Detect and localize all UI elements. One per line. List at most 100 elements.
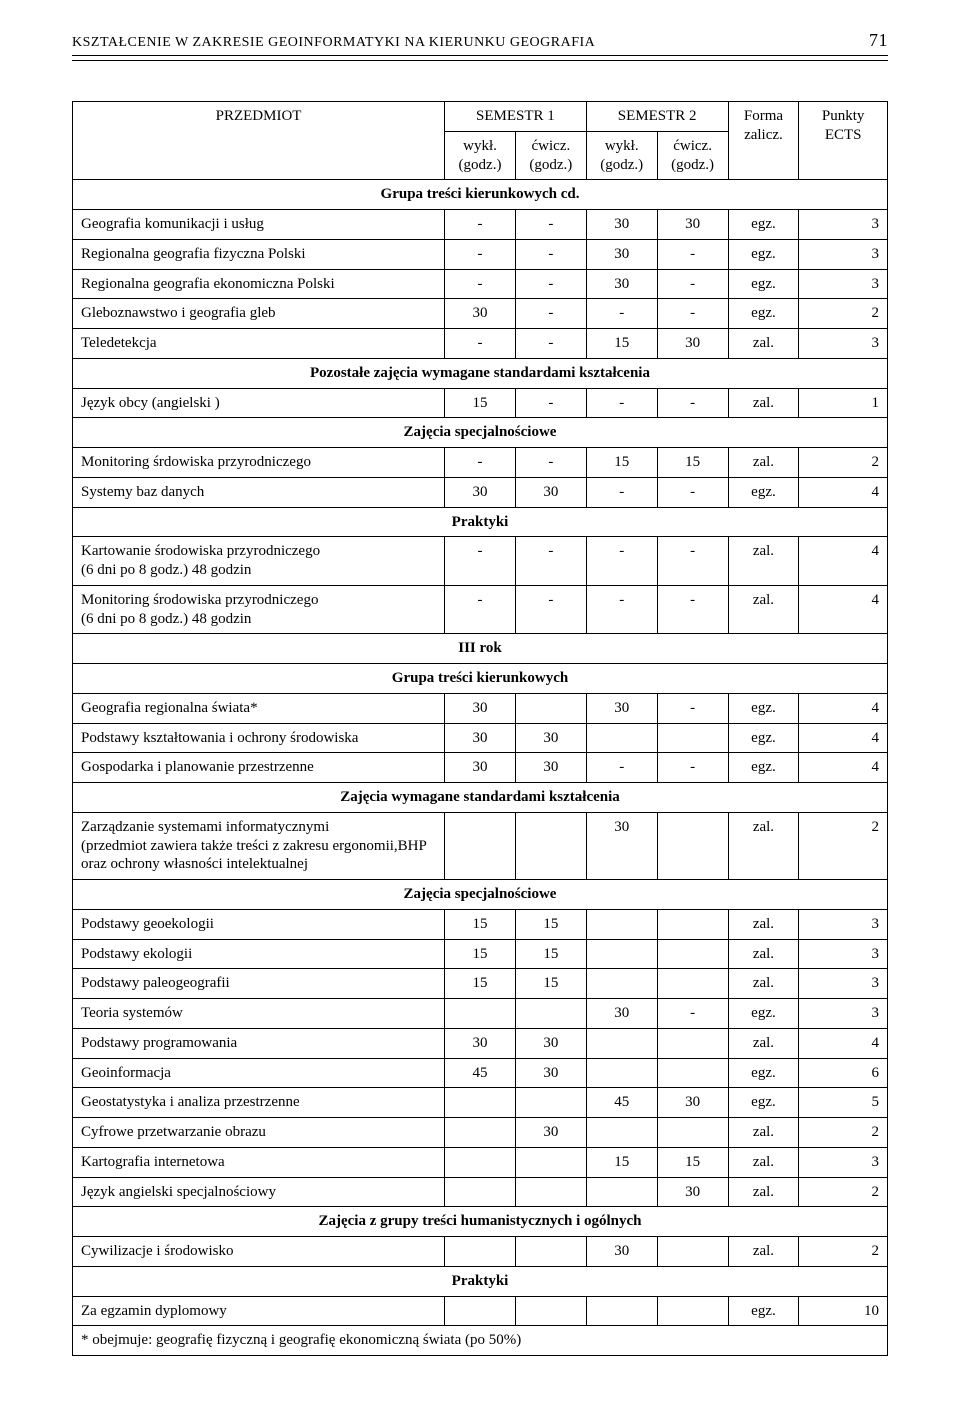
cell-ects: 4 (799, 1028, 888, 1058)
cell-s2c: - (657, 477, 728, 507)
cell-s2w (586, 969, 657, 999)
subject: Regionalna geografia fizyczna Polski (73, 239, 445, 269)
cell-s2w (586, 1118, 657, 1148)
cell-ects: 4 (799, 723, 888, 753)
cell-s1c: 30 (515, 1058, 586, 1088)
cell-s1w (445, 1237, 516, 1267)
cell-ects: 3 (799, 269, 888, 299)
cell-form: zal. (728, 1028, 799, 1058)
section-header: Grupa treści kierunkowych (73, 664, 888, 694)
cell-form: zal. (728, 1177, 799, 1207)
table-row: Teledetekcja--1530zal.3 (73, 329, 888, 359)
cell-s1w (445, 812, 516, 879)
cell-s2w: 30 (586, 269, 657, 299)
subject: Cywilizacje i środowisko (73, 1237, 445, 1267)
subject: Kartografia internetowa (73, 1147, 445, 1177)
cell-ects: 4 (799, 585, 888, 634)
cell-form: egz. (728, 269, 799, 299)
cell-s2w (586, 1177, 657, 1207)
cell-ects: 3 (799, 999, 888, 1029)
cell-ects: 2 (799, 1237, 888, 1267)
cell-s1c: 30 (515, 1118, 586, 1148)
table-row: Gleboznawstwo i geografia gleb30---egz.2 (73, 299, 888, 329)
subject: Podstawy ekologii (73, 939, 445, 969)
section-title: Zajęcia wymagane standardami kształcenia (73, 783, 888, 813)
cell-s2c (657, 723, 728, 753)
cell-s1c: 15 (515, 969, 586, 999)
table-row: Język angielski specjalnościowy30zal.2 (73, 1177, 888, 1207)
cell-s2c (657, 1237, 728, 1267)
subject: Podstawy programowania (73, 1028, 445, 1058)
section-title: Zajęcia specjalnościowe (73, 418, 888, 448)
cell-s2w: - (586, 299, 657, 329)
subject: Geoinformacja (73, 1058, 445, 1088)
subject: Za egzamin dyplomowy (73, 1296, 445, 1326)
col-s2-wyk: wykł. (godz.) (586, 131, 657, 180)
table-row: Podstawy programowania3030zal.4 (73, 1028, 888, 1058)
cell-form: egz. (728, 1088, 799, 1118)
cell-s2c: 15 (657, 448, 728, 478)
cell-s2w: 30 (586, 210, 657, 240)
section-title: III rok (73, 634, 888, 664)
cell-s1w (445, 1296, 516, 1326)
cell-form: egz. (728, 693, 799, 723)
cell-s1c: 30 (515, 1028, 586, 1058)
subject: Podstawy paleogeografii (73, 969, 445, 999)
cell-s2c: 30 (657, 329, 728, 359)
table-row: Kartowanie środowiska przyrodniczego (6 … (73, 537, 888, 586)
table-head: PRZEDMIOT SEMESTR 1 SEMESTR 2 Forma zali… (73, 102, 888, 180)
cell-ects: 10 (799, 1296, 888, 1326)
cell-s2w (586, 1296, 657, 1326)
cell-s1c (515, 1177, 586, 1207)
cell-s1c (515, 812, 586, 879)
cell-ects: 4 (799, 753, 888, 783)
cell-form: zal. (728, 448, 799, 478)
cell-s2c: - (657, 585, 728, 634)
section-title: Zajęcia specjalnościowe (73, 880, 888, 910)
section-title: Zajęcia z grupy treści humanistycznych i… (73, 1207, 888, 1237)
table-row: Teoria systemów30-egz.3 (73, 999, 888, 1029)
cell-s2w: 30 (586, 1237, 657, 1267)
subject: Język obcy (angielski ) (73, 388, 445, 418)
cell-form: zal. (728, 537, 799, 586)
cell-s2w: 30 (586, 812, 657, 879)
cell-s2c: - (657, 299, 728, 329)
cell-s2c: 30 (657, 1088, 728, 1118)
table-row: Podstawy geoekologii1515zal.3 (73, 909, 888, 939)
cell-s2c (657, 1028, 728, 1058)
section-header: Praktyki (73, 507, 888, 537)
cell-s1c: - (515, 537, 586, 586)
table-row: Język obcy (angielski )15---zal.1 (73, 388, 888, 418)
curriculum-table: PRZEDMIOT SEMESTR 1 SEMESTR 2 Forma zali… (72, 101, 888, 1356)
section-header: Zajęcia wymagane standardami kształcenia (73, 783, 888, 813)
cell-s2w: - (586, 477, 657, 507)
cell-form: egz. (728, 239, 799, 269)
cell-s2c: - (657, 388, 728, 418)
cell-form: zal. (728, 585, 799, 634)
cell-s2c: 30 (657, 210, 728, 240)
cell-s2w: 30 (586, 693, 657, 723)
cell-s1c: - (515, 329, 586, 359)
section-header: Praktyki (73, 1266, 888, 1296)
table-row: Kartografia internetowa1515zal.3 (73, 1147, 888, 1177)
table-row: Geografia regionalna świata*3030-egz.4 (73, 693, 888, 723)
cell-s1c: 15 (515, 939, 586, 969)
cell-s2c (657, 1058, 728, 1088)
cell-ects: 3 (799, 909, 888, 939)
table-row: Podstawy ekologii1515zal.3 (73, 939, 888, 969)
section-header: Zajęcia specjalnościowe (73, 880, 888, 910)
subject: Zarządzanie systemami informatycznymi (p… (73, 812, 445, 879)
cell-s2c: - (657, 753, 728, 783)
cell-ects: 4 (799, 693, 888, 723)
cell-form: egz. (728, 477, 799, 507)
cell-s2c: - (657, 999, 728, 1029)
col-sem2: SEMESTR 2 (586, 102, 728, 132)
cell-s2w: - (586, 753, 657, 783)
table-row: Geografia komunikacji i usług--3030egz.3 (73, 210, 888, 240)
subject: Podstawy kształtowania i ochrony środowi… (73, 723, 445, 753)
subject: Regionalna geografia ekonomiczna Polski (73, 269, 445, 299)
cell-form: zal. (728, 939, 799, 969)
section-title: Praktyki (73, 1266, 888, 1296)
cell-ects: 2 (799, 299, 888, 329)
table-row: Systemy baz danych3030--egz.4 (73, 477, 888, 507)
